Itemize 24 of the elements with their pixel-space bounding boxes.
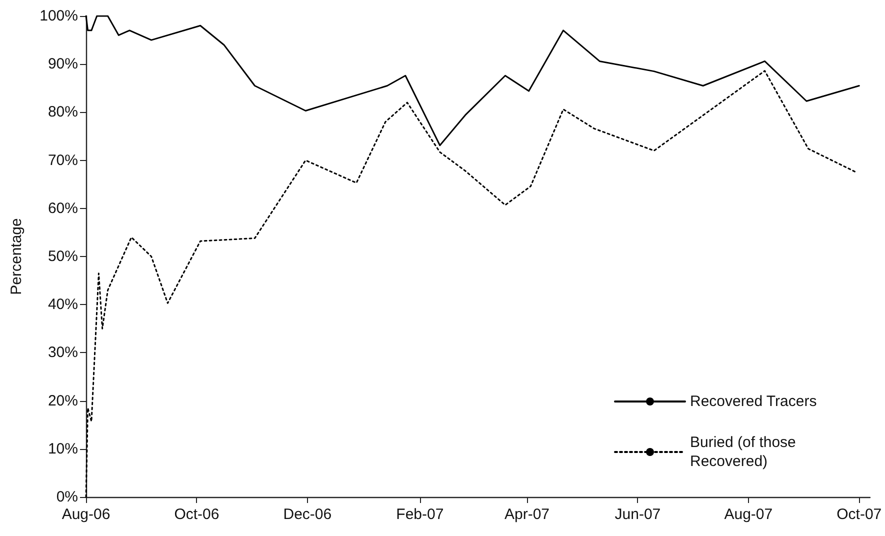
x-tick-label: Oct-06 [174, 506, 220, 523]
y-tick-label: 20% [48, 392, 78, 410]
line-series [85, 70, 858, 498]
y-tick-label: 90% [48, 56, 78, 73]
x-tick-label: Apr-07 [504, 506, 550, 523]
x-tick-label: Feb-07 [396, 506, 444, 523]
x-tick-label: Aug-07 [724, 506, 773, 523]
y-tick-label: 40% [48, 296, 78, 314]
x-tick-label: Aug-06 [62, 506, 110, 523]
y-tick-label: 100% [40, 8, 78, 24]
line-series [85, 15, 860, 146]
y-tick-label: 50% [48, 248, 78, 265]
x-tick-label: Oct-07 [836, 506, 882, 523]
y-tick-label: 30% [48, 344, 78, 362]
y-tick-label: 70% [48, 152, 78, 169]
x-tick-label: Jun-07 [614, 506, 661, 523]
x-tick-label: Dec-06 [283, 506, 332, 523]
legend-label: Buried (of those Recovered) [690, 434, 800, 470]
y-tick-label: 0% [56, 488, 78, 506]
y-tick-label: 80% [48, 104, 78, 121]
y-tick-label: 60% [48, 200, 78, 217]
y-tick-label: 10% [48, 440, 78, 458]
legend-label: Recovered Tracers [690, 393, 817, 410]
y-axis-title: Percentage [8, 218, 25, 295]
